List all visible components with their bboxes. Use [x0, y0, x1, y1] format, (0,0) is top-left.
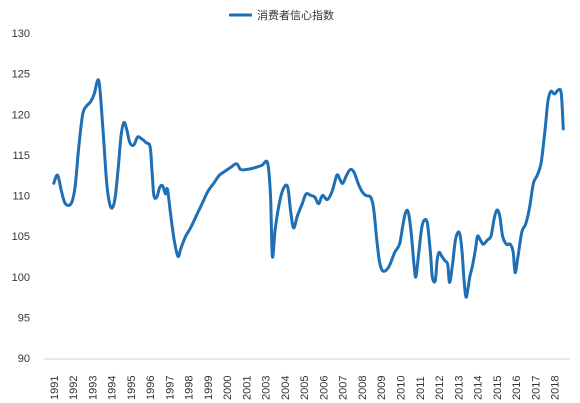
x-tick-label: 2013 — [453, 376, 465, 400]
x-tick-label: 2008 — [357, 376, 369, 400]
y-tick-label: 105 — [12, 231, 30, 243]
x-tick-label: 2018 — [550, 376, 562, 400]
x-tick-label: 1992 — [68, 376, 80, 400]
y-tick-label: 90 — [18, 353, 30, 365]
x-tick-label: 2000 — [222, 376, 234, 400]
x-tick-label: 2001 — [241, 376, 253, 400]
x-tick-label: 2014 — [473, 376, 485, 400]
x-tick-label: 2003 — [261, 376, 273, 400]
x-tick-label: 2005 — [299, 376, 311, 400]
y-tick-label: 100 — [12, 272, 30, 284]
y-tick-label: 120 — [12, 109, 30, 121]
x-tick-label: 2004 — [280, 376, 292, 400]
x-tick-label: 2009 — [376, 376, 388, 400]
y-tick-label: 110 — [12, 191, 30, 203]
x-tick-label: 1991 — [49, 376, 61, 400]
x-tick-label: 2016 — [511, 376, 523, 400]
x-tick-label: 2017 — [530, 376, 542, 400]
x-tick-label: 1994 — [107, 376, 119, 400]
x-tick-label: 1996 — [145, 376, 157, 400]
x-axis: 1991 1992 1993 1994 1995 1996 1997 1998 1999 2000… — [44, 358, 570, 400]
x-tick-label: 1998 — [184, 376, 196, 400]
plot-area — [52, 78, 565, 299]
x-tick-label: 1999 — [203, 376, 215, 400]
legend-label: 消费者信心指数 — [257, 8, 334, 22]
y-tick-label: 125 — [12, 69, 30, 81]
x-tick-label: 1995 — [126, 376, 138, 400]
x-tick-label: 1997 — [164, 376, 176, 400]
x-tick-label: 2011 — [415, 376, 427, 400]
x-tick-label: 1993 — [87, 376, 99, 400]
legend: 消费者信心指数 — [229, 8, 334, 22]
y-tick-label: 95 — [18, 312, 30, 324]
x-tick-label: 2010 — [395, 376, 407, 400]
y-tick-label: 115 — [12, 150, 30, 162]
x-tick-label: 2012 — [434, 376, 446, 400]
y-axis: 90 95 100 105 110 115 120 125 130 — [12, 28, 30, 365]
series-line — [52, 78, 565, 299]
x-tick-label: 2007 — [338, 376, 350, 400]
x-tick-label: 2006 — [318, 376, 330, 400]
y-tick-label: 130 — [12, 28, 30, 40]
x-tick-label: 2015 — [492, 376, 504, 400]
